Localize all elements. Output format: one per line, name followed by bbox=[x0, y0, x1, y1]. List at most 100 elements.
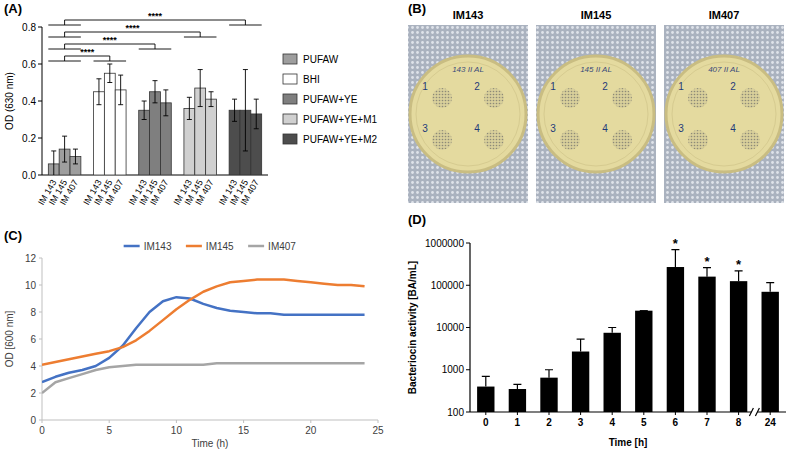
x-tick bbox=[176, 420, 177, 423]
y-tick bbox=[39, 312, 42, 313]
error-bar bbox=[545, 370, 553, 378]
spot-label: 2 bbox=[602, 81, 608, 92]
significance-label: **** bbox=[148, 11, 163, 21]
panel-letter: (B) bbox=[408, 1, 426, 16]
bars bbox=[48, 64, 261, 175]
axis-break-gap bbox=[751, 407, 757, 417]
significance-bracket bbox=[48, 56, 126, 61]
inhibition-spot bbox=[432, 88, 452, 108]
x-tick bbox=[612, 412, 613, 415]
bar bbox=[698, 277, 715, 412]
inhibition-spot bbox=[688, 130, 708, 150]
error-bar bbox=[187, 97, 192, 119]
bar bbox=[730, 281, 747, 412]
plate-mark: 143 II AL bbox=[452, 65, 484, 74]
x-tick-label: 5 bbox=[106, 425, 112, 436]
spot-label: 2 bbox=[474, 81, 480, 92]
panel-c: 0246810120510152025Time (h)OD [600 nm]IM… bbox=[4, 241, 384, 450]
inhibition-spot bbox=[484, 88, 504, 108]
y-tick-label: 0.0 bbox=[22, 170, 36, 181]
x-tick-label: 7 bbox=[704, 417, 710, 428]
y-tick-label: 1000000 bbox=[425, 238, 464, 249]
inhibition-spot bbox=[688, 88, 708, 108]
y-tick-label: 2 bbox=[30, 388, 36, 399]
legend-swatch bbox=[283, 114, 297, 124]
legend-swatch bbox=[283, 134, 297, 144]
x-tick bbox=[675, 412, 676, 415]
significance-label: **** bbox=[125, 23, 140, 33]
inhibition-spot bbox=[560, 130, 580, 150]
significance-label: **** bbox=[80, 47, 95, 57]
legend-swatch bbox=[248, 245, 264, 248]
panel-a: 0.00.20.40.60.8OD (630 nm)IM 143IM 145IM… bbox=[4, 11, 378, 207]
y-tick bbox=[466, 369, 470, 370]
inhibition-spot bbox=[740, 88, 760, 108]
panel-letter: (C) bbox=[4, 228, 22, 243]
bar bbox=[667, 267, 684, 412]
bar bbox=[635, 311, 652, 412]
x-tick bbox=[42, 420, 43, 423]
significance-label: **** bbox=[103, 35, 118, 45]
bars bbox=[477, 250, 779, 412]
x-tick bbox=[109, 420, 110, 423]
spot-label: 1 bbox=[678, 81, 684, 92]
error-bar bbox=[577, 339, 585, 351]
error-bar bbox=[232, 99, 237, 121]
spot-label: 3 bbox=[422, 123, 428, 134]
error-bar bbox=[608, 328, 616, 333]
y-tick bbox=[39, 366, 42, 367]
legend-swatch bbox=[283, 54, 297, 64]
x-tick-label: 4 bbox=[609, 417, 615, 428]
error-bar bbox=[198, 70, 203, 107]
significance-bracket bbox=[48, 44, 171, 49]
series-line bbox=[42, 363, 365, 393]
y-tick bbox=[38, 64, 42, 65]
error-bar bbox=[62, 136, 67, 162]
y-tick bbox=[466, 327, 470, 328]
y-tick-label: 0.2 bbox=[22, 133, 36, 144]
series-line bbox=[42, 280, 365, 365]
legend-swatch bbox=[186, 245, 202, 248]
plate-rim bbox=[672, 62, 776, 166]
legend-label: IM143 bbox=[144, 241, 172, 252]
spot-label: 4 bbox=[730, 123, 736, 134]
x-tick bbox=[580, 412, 581, 415]
x-tick bbox=[770, 412, 771, 415]
y-tick-label: 0.8 bbox=[22, 22, 36, 33]
inhibition-spot bbox=[740, 130, 760, 150]
y-tick bbox=[466, 243, 470, 244]
y-axis-title: OD (630 nm) bbox=[4, 72, 15, 130]
legend-label: PUFAW+YE bbox=[303, 94, 358, 105]
y-tick-label: 0.6 bbox=[22, 59, 36, 70]
bar bbox=[509, 389, 526, 412]
error-bar bbox=[482, 376, 490, 386]
plate-photo-bg bbox=[408, 25, 528, 203]
bar bbox=[150, 92, 161, 175]
plate-title: IM145 bbox=[581, 9, 612, 21]
significance-bracket bbox=[48, 20, 261, 25]
plate-photo-bg bbox=[664, 25, 784, 203]
error-bar bbox=[243, 70, 248, 151]
y-tick bbox=[39, 285, 42, 286]
x-tick bbox=[738, 412, 739, 415]
y-tick bbox=[466, 285, 470, 286]
legend-swatch bbox=[283, 94, 297, 104]
spot-label: 3 bbox=[550, 123, 556, 134]
x-tick-label: 24 bbox=[765, 417, 777, 428]
legend-swatch bbox=[283, 74, 297, 84]
legend-label: PUFAW+YE+M2 bbox=[303, 134, 378, 145]
significance-label: * bbox=[736, 257, 742, 272]
significance-bracket bbox=[48, 32, 216, 37]
y-axis-title: Bacteriocin activity [BA/mL] bbox=[407, 261, 418, 394]
y-tick-label: 8 bbox=[30, 307, 36, 318]
y-tick-label: 10000 bbox=[436, 322, 464, 333]
error-bar bbox=[51, 151, 56, 175]
bar bbox=[540, 378, 557, 412]
x-tick-label: IM 407 bbox=[239, 178, 261, 207]
error-bar bbox=[107, 64, 112, 83]
bar bbox=[572, 352, 589, 412]
bar bbox=[604, 333, 621, 412]
y-tick-label: 6 bbox=[30, 334, 36, 345]
bar bbox=[104, 73, 115, 175]
error-bar bbox=[513, 384, 521, 389]
